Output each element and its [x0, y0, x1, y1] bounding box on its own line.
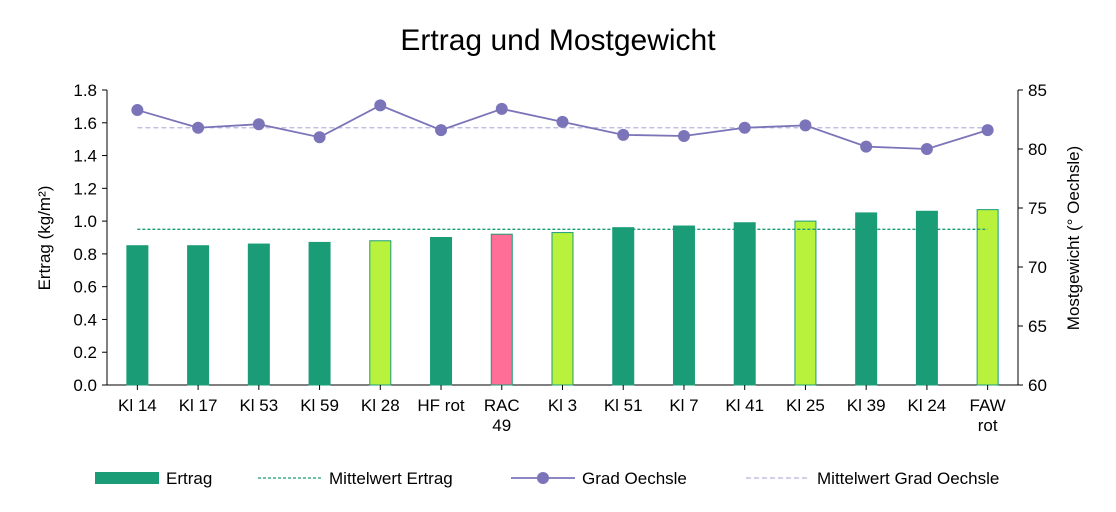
x-tick-label: Kl 17 — [179, 396, 218, 415]
y-left-tick-label: 0.8 — [73, 245, 97, 264]
oechsle-point — [920, 143, 933, 155]
oechsle-point — [738, 121, 751, 134]
y-right-tick-label: 60 — [1028, 376, 1047, 395]
bar — [733, 222, 756, 386]
bar — [247, 243, 270, 386]
oechsle-point — [131, 104, 144, 117]
bar — [551, 232, 574, 386]
x-tick-label: Kl 24 — [908, 396, 947, 415]
x-tick-label: Kl 51 — [604, 396, 643, 415]
bar — [976, 209, 999, 386]
legend-label-mean-oechsle: Mittelwert Grad Oechsle — [817, 469, 999, 488]
oechsle-point — [435, 124, 448, 137]
y-left-tick-label: 0.4 — [73, 310, 97, 329]
y-left-tick-label: 1.0 — [73, 212, 97, 231]
bar — [490, 233, 513, 386]
y-left-tick-label: 0.6 — [73, 278, 97, 297]
x-tick-label: FAW — [970, 396, 1006, 415]
legend-swatch-ertrag — [95, 472, 159, 484]
oechsle-point — [799, 119, 812, 132]
y-right-tick-label: 65 — [1028, 317, 1047, 336]
bar — [126, 245, 149, 386]
oechsle-point — [617, 128, 630, 141]
bar — [794, 220, 817, 386]
bar — [672, 225, 695, 386]
x-tick-label: Kl 39 — [847, 396, 886, 415]
y-left-tick-label: 1.4 — [73, 147, 97, 166]
oechsle-point — [556, 115, 569, 128]
oechsle-point — [252, 118, 265, 131]
x-tick-label: Kl 59 — [300, 396, 339, 415]
oechsle-point — [860, 140, 873, 153]
oechsle-point — [677, 130, 690, 143]
y-left-tick-label: 1.6 — [73, 114, 97, 133]
oechsle-point — [495, 102, 508, 115]
x-tick-label: Kl 25 — [786, 396, 825, 415]
y-right-tick-label: 80 — [1028, 140, 1047, 159]
legend-label-mean-yield: Mittelwert Ertrag — [329, 469, 453, 488]
x-tick-label: Kl 28 — [361, 396, 400, 415]
y-right-tick-label: 75 — [1028, 199, 1047, 218]
bar — [187, 245, 210, 386]
x-tick-label: Kl 53 — [239, 396, 278, 415]
x-tick-label: HF rot — [417, 396, 465, 415]
y-left-tick-label: 0.2 — [73, 343, 97, 362]
y-left-tick-label: 1.2 — [73, 179, 97, 198]
bar — [308, 241, 331, 386]
y-left-tick-label: 0.0 — [73, 376, 97, 395]
chart-title: Ertrag und Mostgewicht — [400, 24, 716, 57]
x-tick-label: Kl 3 — [548, 396, 577, 415]
y-axis-right-label: Mostgewicht (° Oechsle) — [1064, 146, 1083, 330]
y-left-tick-label: 1.8 — [73, 81, 97, 100]
bar — [369, 240, 392, 386]
x-tick-label: 49 — [492, 416, 511, 435]
oechsle-point — [981, 124, 994, 137]
y-right-tick-label: 85 — [1028, 81, 1047, 100]
bar — [430, 237, 453, 386]
legend-swatch-oechsle-marker — [537, 472, 549, 484]
x-tick-label: Kl 7 — [669, 396, 698, 415]
y-axis-left-label: Ertrag (kg/m²) — [35, 186, 54, 291]
y-right-tick-label: 70 — [1028, 258, 1047, 277]
bar — [855, 212, 878, 386]
x-tick-label: rot — [978, 416, 998, 435]
bar — [915, 210, 938, 386]
legend: Ertrag Mittelwert Ertrag Grad Oechsle Mitte… — [95, 469, 999, 488]
x-tick-label: Kl 41 — [725, 396, 764, 415]
x-tick-label: RAC — [484, 396, 520, 415]
oechsle-point — [313, 131, 326, 144]
oechsle-point — [374, 99, 387, 112]
legend-label-ertrag: Ertrag — [166, 469, 212, 488]
bar — [612, 227, 635, 386]
plot-area: 0.0 0.2 0.4 0.6 0.8 1.0 1.2 1.4 1.6 1.8 60 65 70 75 80… — [73, 81, 1047, 435]
legend-label-oechsle: Grad Oechsle — [582, 469, 687, 488]
x-tick-label: Kl 14 — [118, 396, 157, 415]
oechsle-point — [192, 121, 205, 134]
